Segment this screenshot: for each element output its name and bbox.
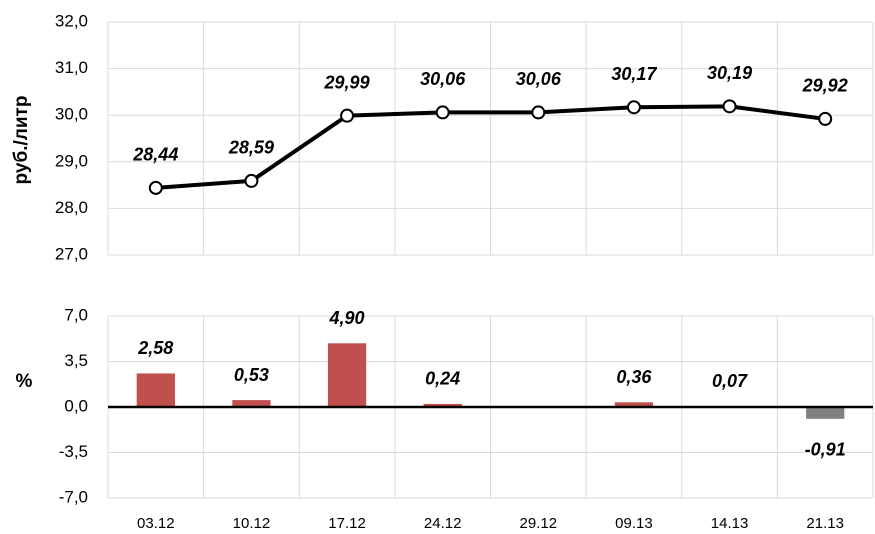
x-tick-label: 21.13 bbox=[806, 515, 844, 532]
data-label: 30,17 bbox=[611, 64, 657, 84]
marker bbox=[244, 173, 259, 188]
y-tick-label: -3,5 bbox=[59, 442, 88, 461]
data-label: 28,59 bbox=[228, 138, 274, 158]
x-tick-label: 03.12 bbox=[137, 515, 175, 532]
data-label: 29,99 bbox=[324, 72, 370, 92]
marker bbox=[148, 180, 163, 195]
y-tick-label: 30,0 bbox=[55, 105, 88, 124]
y-tick-label: 7,0 bbox=[64, 305, 88, 324]
y-tick-label: 28,0 bbox=[55, 198, 88, 217]
data-label: 29,92 bbox=[802, 76, 848, 96]
marker bbox=[818, 111, 833, 126]
data-label: 0,24 bbox=[425, 369, 460, 389]
data-label: 0,07 bbox=[712, 371, 748, 391]
x-tick-label: 29.12 bbox=[520, 515, 558, 532]
data-label: 0,53 bbox=[234, 365, 269, 385]
marker bbox=[340, 108, 355, 123]
data-label: 28,44 bbox=[132, 145, 178, 165]
marker bbox=[722, 99, 737, 114]
y-tick-label: 3,5 bbox=[64, 351, 88, 370]
y-tick-label: 29,0 bbox=[55, 151, 88, 170]
marker bbox=[435, 105, 450, 120]
bar bbox=[614, 402, 654, 407]
data-label: 4,90 bbox=[329, 308, 365, 328]
bar bbox=[806, 407, 845, 419]
y-axis-label: % bbox=[16, 371, 33, 392]
x-tick-label: 24.12 bbox=[424, 515, 462, 532]
bar bbox=[327, 343, 367, 407]
data-label: -0,91 bbox=[805, 440, 846, 460]
data-label: 0,36 bbox=[616, 367, 652, 387]
data-label: 30,06 bbox=[516, 69, 562, 89]
y-axis-label: руб./литр bbox=[11, 96, 32, 185]
bar bbox=[136, 373, 175, 407]
y-tick-label: 31,0 bbox=[55, 58, 88, 77]
y-tick-label: 27,0 bbox=[55, 244, 88, 263]
marker bbox=[626, 100, 641, 115]
y-tick-label: 32,0 bbox=[55, 11, 88, 30]
marker bbox=[531, 105, 546, 120]
data-label: 30,19 bbox=[707, 63, 752, 83]
x-tick-label: 17.12 bbox=[328, 515, 366, 532]
x-tick-label: 14.13 bbox=[711, 515, 749, 532]
data-label: 2,58 bbox=[137, 338, 173, 358]
x-tick-label: 10.12 bbox=[233, 515, 271, 532]
bar bbox=[232, 400, 271, 407]
x-tick-label: 09.13 bbox=[615, 515, 653, 532]
y-tick-label: -7,0 bbox=[59, 487, 88, 506]
data-label: 30,06 bbox=[420, 69, 466, 89]
y-tick-label: 0,0 bbox=[64, 396, 88, 415]
bar bbox=[423, 403, 462, 407]
line bbox=[155, 104, 826, 190]
